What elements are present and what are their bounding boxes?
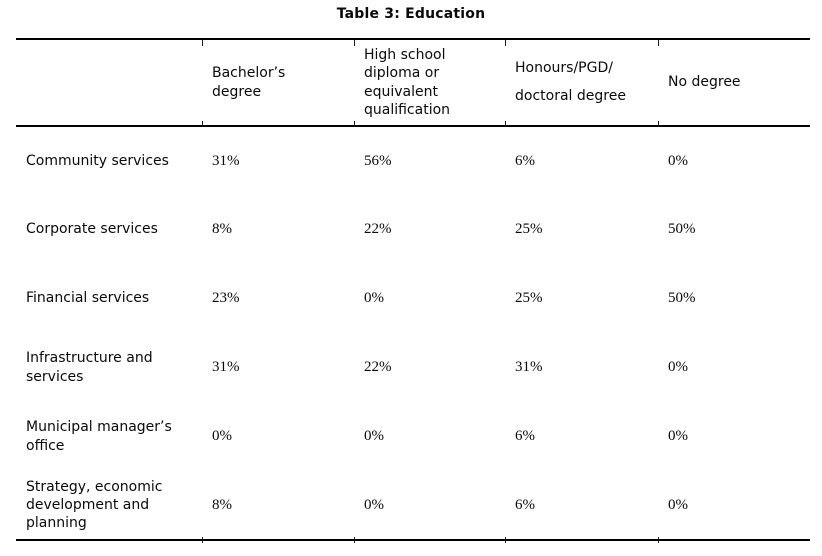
row-label: Infrastructure and services [26, 350, 153, 385]
table-row-municipal-managers-office: Municipal manager’s office 0% 0% 6% 0% [16, 402, 810, 471]
value-cell: 0% [364, 290, 384, 306]
education-table-wrapper: Bachelor’s degree High school diploma or… [16, 38, 810, 545]
table-row-community-services: Community services 31% 56% 6% 0% [16, 126, 810, 195]
value-cell: 8% [212, 221, 232, 237]
table-row-financial-services: Financial services 23% 0% 25% 50% [16, 264, 810, 333]
value-cell: 25% [515, 290, 543, 306]
rule-tick [354, 40, 355, 46]
header-row: Bachelor’s degree High school diploma or… [16, 39, 810, 126]
col-header-honours-pgd-doctoral: Honours/PGD/ doctoral degree [515, 60, 626, 104]
corner-cell [16, 39, 202, 126]
value-cell: 8% [212, 496, 232, 513]
value-cell: 50% [668, 221, 696, 237]
value-cell: 0% [668, 359, 688, 375]
value-cell: 0% [364, 496, 384, 513]
row-label: Financial services [26, 290, 150, 307]
rule-tick [505, 40, 506, 46]
rule-tick [505, 121, 506, 127]
value-cell: 0% [668, 428, 688, 444]
rule-tick [202, 537, 203, 543]
row-label: Strategy, economic development and plann… [26, 478, 163, 532]
value-cell: 31% [515, 359, 543, 375]
rule-tick [354, 121, 355, 127]
col-header-no-degree: No degree [668, 74, 741, 91]
value-cell: 31% [212, 152, 240, 169]
row-label: Corporate services [26, 221, 158, 238]
value-cell: 23% [212, 290, 240, 306]
row-label: Community services [26, 152, 169, 169]
table-title: Table 3: Education [336, 6, 486, 22]
rule-tick [202, 121, 203, 127]
table-row-corporate-services: Corporate services 8% 22% 25% 50% [16, 195, 810, 264]
value-cell: 6% [515, 428, 535, 444]
rule-tick [658, 121, 659, 127]
value-cell: 22% [364, 359, 392, 375]
col-header-bachelors-degree: Bachelor’s degree [212, 65, 286, 100]
value-cell: 6% [515, 496, 535, 513]
row-label: Municipal manager’s office [26, 419, 172, 454]
rule-tick [202, 40, 203, 46]
value-cell: 56% [364, 152, 392, 169]
value-cell: 50% [668, 290, 696, 306]
value-cell: 6% [515, 152, 535, 169]
rule-tick [658, 537, 659, 543]
value-cell: 0% [212, 428, 232, 444]
value-cell: 22% [364, 221, 392, 237]
col-header-high-school-diploma: High school diploma or equivalent qualif… [364, 46, 451, 118]
value-cell: 0% [668, 496, 688, 513]
rule-tick [354, 537, 355, 543]
value-cell: 0% [668, 152, 688, 169]
rule-tick [505, 537, 506, 543]
value-cell: 31% [212, 359, 240, 375]
rule-tick [658, 40, 659, 46]
table-row-strategy-economic-development: Strategy, economic development and plann… [16, 471, 810, 540]
value-cell: 0% [364, 428, 384, 444]
education-table: Bachelor’s degree High school diploma or… [16, 38, 810, 541]
table-row-infrastructure-and-services: Infrastructure and services 31% 22% 31% … [16, 333, 810, 402]
value-cell: 25% [515, 221, 543, 237]
